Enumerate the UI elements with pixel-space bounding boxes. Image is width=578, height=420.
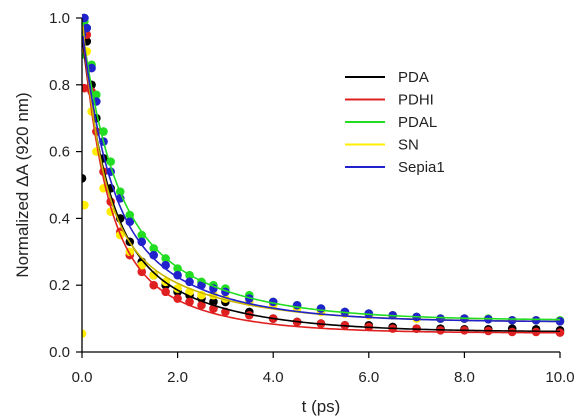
x-tick-label: 6.0 xyxy=(358,369,379,386)
legend-item-pda: PDA xyxy=(345,69,429,86)
data-point xyxy=(137,237,147,247)
legend-label: PDHI xyxy=(398,92,434,109)
x-tick-label: 4.0 xyxy=(263,369,284,386)
legend-item-sepia1: Sepia1 xyxy=(345,159,445,176)
legend-item-pdal: PDAL xyxy=(345,114,437,131)
fit-line-sepia1 xyxy=(82,35,561,323)
legend-label: PDAL xyxy=(398,114,437,131)
data-point xyxy=(82,174,87,183)
data-point xyxy=(173,270,182,280)
series-pdhi-points xyxy=(82,30,565,337)
data-point xyxy=(531,315,541,325)
legend-label: Sepia1 xyxy=(398,159,445,176)
fit-line-pdhi xyxy=(82,35,561,334)
x-tick-label: 0.0 xyxy=(72,369,93,386)
plot-area xyxy=(82,13,565,338)
y-tick-label: 0.4 xyxy=(49,210,70,227)
x-tick-label: 8.0 xyxy=(454,369,475,386)
data-point xyxy=(82,23,92,33)
data-point xyxy=(82,83,89,93)
fit-line-pda xyxy=(82,43,561,333)
series-pdal-points xyxy=(82,17,565,325)
data-point xyxy=(82,329,87,338)
series-sn-points xyxy=(82,47,565,338)
data-point xyxy=(149,270,158,280)
fit-line-pdal xyxy=(82,33,561,321)
x-tick-label: 10.0 xyxy=(545,369,574,386)
x-axis-title: t (ps) xyxy=(302,397,341,416)
x-tick-label: 2.0 xyxy=(167,369,188,386)
axes: 0.0 2.0 4.0 6.0 8.0 10.0 0.0 0.2 0.4 0.6 0.8 1.0 xyxy=(49,10,574,386)
data-point xyxy=(87,63,96,73)
legend-item-pdhi: PDHI xyxy=(345,92,434,109)
legend: PDA PDHI PDAL SN Sepia1 xyxy=(345,69,445,176)
series-sepia1-points xyxy=(82,13,565,326)
y-tick-label: 0.6 xyxy=(49,144,70,161)
y-axis-title: Normalized ΔA (920 nm) xyxy=(13,92,32,277)
y-tick-label: 1.0 xyxy=(49,10,70,27)
data-point xyxy=(149,244,158,253)
data-point xyxy=(316,304,326,313)
legend-label: PDA xyxy=(398,69,429,86)
data-point xyxy=(197,300,206,310)
data-point xyxy=(82,13,89,23)
y-tick-label: 0.0 xyxy=(49,344,70,361)
y-tick-label: 0.2 xyxy=(49,277,70,294)
y-tick-label: 0.8 xyxy=(49,77,70,94)
data-point xyxy=(137,230,147,240)
data-point xyxy=(197,280,206,290)
legend-label: SN xyxy=(398,137,419,154)
legend-item-sn: SN xyxy=(345,137,419,154)
data-point xyxy=(436,314,445,323)
data-point xyxy=(82,200,89,210)
